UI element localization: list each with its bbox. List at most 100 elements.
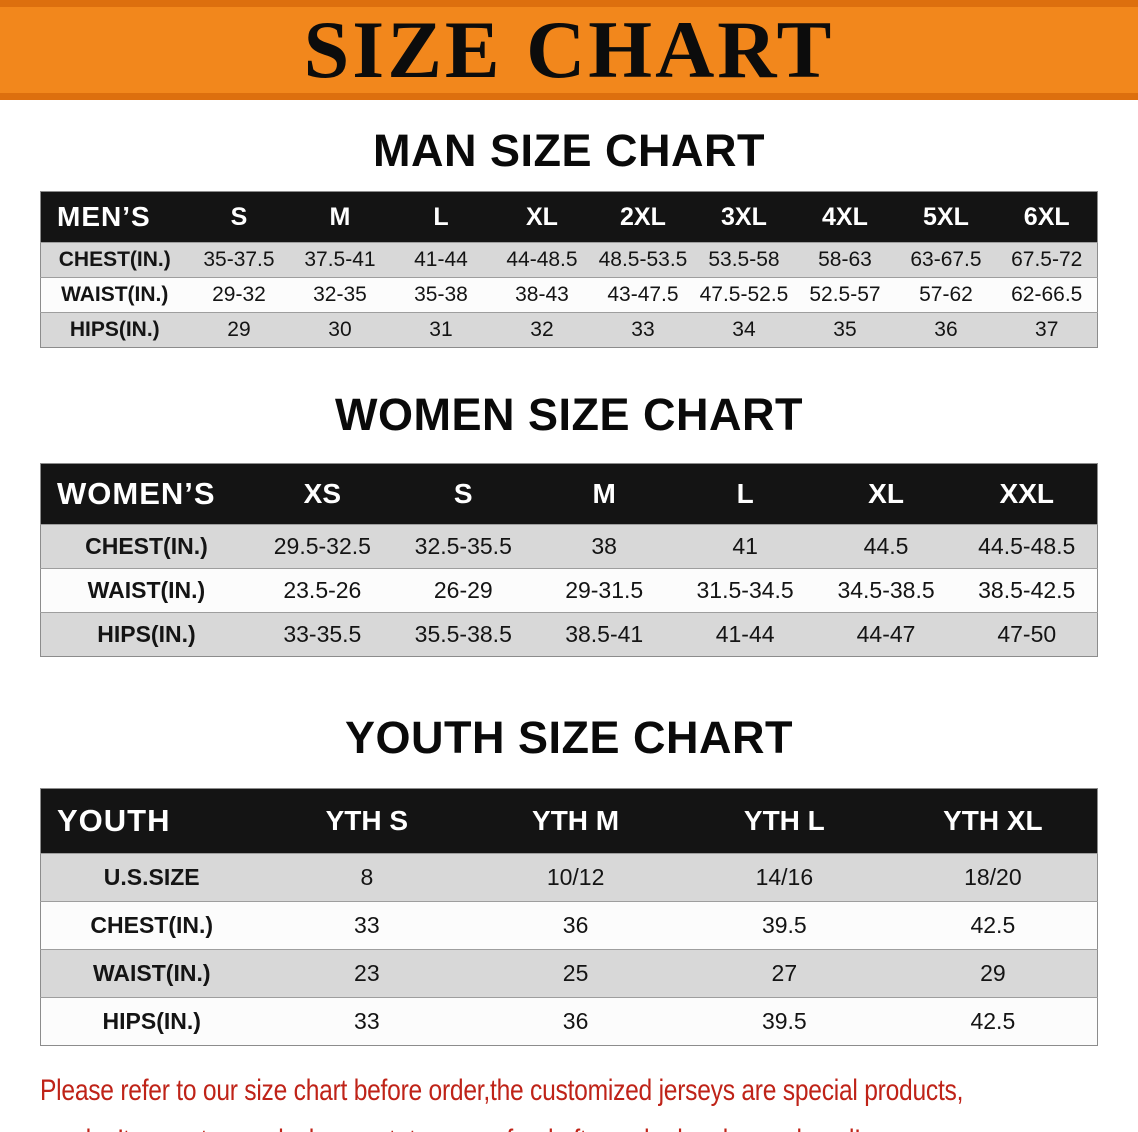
table-cell: 38 [533, 524, 675, 569]
page-title: SIZE CHART [303, 4, 835, 95]
row-label: CHEST(IN.) [40, 242, 189, 278]
row-label: CHEST(IN.) [40, 524, 252, 569]
table-cell: 36 [471, 997, 680, 1046]
column-header: L [674, 463, 816, 525]
table-cell: 44-47 [815, 612, 957, 657]
column-header: S [188, 191, 290, 243]
table-cell: 42.5 [888, 997, 1098, 1046]
table-cell: 31 [390, 312, 492, 348]
column-header: XS [251, 463, 393, 525]
table-cell: 47-50 [956, 612, 1098, 657]
table-cell: 33 [592, 312, 694, 348]
table-cell: 41-44 [390, 242, 492, 278]
men-size-table: MEN’S S M L XL 2XL 3XL 4XL 5XL 6XL CHEST(IN.) 35-37… [40, 191, 1098, 348]
table-cell: 32 [491, 312, 593, 348]
table-cell: 26-29 [392, 568, 534, 613]
women-section-title: WOMEN SIZE CHART [335, 389, 803, 440]
table-cell: 10/12 [471, 853, 680, 902]
table-header-row: WOMEN’S XS S M L XL XXL [40, 463, 1098, 525]
row-label: HIPS(IN.) [40, 612, 252, 657]
table-corner-label: MEN’S [40, 191, 189, 243]
table-cell: 23.5-26 [251, 568, 393, 613]
men-section-title: MAN SIZE CHART [373, 125, 765, 176]
table-row: WAIST(IN.) 23.5-26 26-29 29-31.5 31.5-34.5 34… [40, 568, 1098, 613]
table-cell: 47.5-52.5 [693, 277, 795, 313]
table-row: CHEST(IN.) 35-37.5 37.5-41 41-44 44-48.5 48.5… [40, 242, 1098, 278]
column-header: YTH S [262, 788, 472, 854]
table-row: CHEST(IN.) 33 36 39.5 42.5 [40, 901, 1098, 950]
table-corner-label: WOMEN’S [40, 463, 252, 525]
table-cell: 35-37.5 [188, 242, 290, 278]
row-label: HIPS(IN.) [40, 312, 189, 348]
column-header: 2XL [592, 191, 694, 243]
women-size-section: WOMEN SIZE CHART WOMEN’S XS S M L XL XXL CHEST(… [0, 348, 1138, 657]
table-cell: 29-31.5 [533, 568, 675, 613]
column-header: XL [491, 191, 593, 243]
column-header: L [390, 191, 492, 243]
table-cell: 39.5 [679, 901, 889, 950]
table-corner-label: YOUTH [40, 788, 263, 854]
table-row: WAIST(IN.) 23 25 27 29 [40, 949, 1098, 998]
youth-size-table: YOUTH YTH S YTH M YTH L YTH XL U.S.SIZE 8 10/12… [40, 788, 1098, 1046]
table-cell: 48.5-53.5 [592, 242, 694, 278]
table-cell: 35.5-38.5 [392, 612, 534, 657]
table-cell: 29 [188, 312, 290, 348]
table-cell: 33 [262, 901, 472, 950]
table-cell: 62-66.5 [996, 277, 1098, 313]
table-cell: 38.5-42.5 [956, 568, 1098, 613]
table-cell: 58-63 [794, 242, 896, 278]
column-header: 4XL [794, 191, 896, 243]
column-header: 5XL [895, 191, 997, 243]
column-header: YTH L [679, 788, 889, 854]
row-label: WAIST(IN.) [40, 949, 263, 998]
table-cell: 57-62 [895, 277, 997, 313]
table-cell: 32.5-35.5 [392, 524, 534, 569]
women-size-table: WOMEN’S XS S M L XL XXL CHEST(IN.) 29.5-32.5 32.5… [40, 463, 1098, 657]
men-size-section: MAN SIZE CHART MEN’S S M L XL 2XL 3XL 4XL 5XL 6XL… [0, 100, 1138, 348]
row-label: HIPS(IN.) [40, 997, 263, 1046]
table-row: WAIST(IN.) 29-32 32-35 35-38 38-43 43-47.5 47.… [40, 277, 1098, 313]
table-cell: 44-48.5 [491, 242, 593, 278]
table-cell: 27 [679, 949, 889, 998]
table-row: HIPS(IN.) 29 30 31 32 33 34 35 36 37 [40, 312, 1098, 348]
table-cell: 43-47.5 [592, 277, 694, 313]
table-cell: 29.5-32.5 [251, 524, 393, 569]
table-row: CHEST(IN.) 29.5-32.5 32.5-35.5 38 41 44.5 44.5… [40, 524, 1098, 569]
table-cell: 25 [471, 949, 680, 998]
disclaimer: Please refer to our size chart before or… [40, 1072, 1138, 1132]
table-cell: 29-32 [188, 277, 290, 313]
table-cell: 35 [794, 312, 896, 348]
table-cell: 34.5-38.5 [815, 568, 957, 613]
column-header: M [289, 191, 391, 243]
banner: SIZE CHART [0, 0, 1138, 100]
table-cell: 33 [262, 997, 472, 1046]
table-cell: 36 [895, 312, 997, 348]
table-cell: 32-35 [289, 277, 391, 313]
table-cell: 23 [262, 949, 472, 998]
row-label: U.S.SIZE [40, 853, 263, 902]
table-cell: 37 [996, 312, 1098, 348]
table-cell: 35-38 [390, 277, 492, 313]
table-cell: 67.5-72 [996, 242, 1098, 278]
table-cell: 30 [289, 312, 391, 348]
table-cell: 34 [693, 312, 795, 348]
table-cell: 52.5-57 [794, 277, 896, 313]
table-cell: 18/20 [888, 853, 1098, 902]
table-header-row: YOUTH YTH S YTH M YTH L YTH XL [40, 788, 1098, 854]
column-header: 3XL [693, 191, 795, 243]
table-cell: 39.5 [679, 997, 889, 1046]
table-cell: 41 [674, 524, 816, 569]
table-cell: 38.5-41 [533, 612, 675, 657]
table-cell: 33-35.5 [251, 612, 393, 657]
table-cell: 36 [471, 901, 680, 950]
table-cell: 29 [888, 949, 1098, 998]
table-cell: 31.5-34.5 [674, 568, 816, 613]
disclaimer-line-2: we don’t accept cancel, change, teturn o… [40, 1122, 940, 1132]
disclaimer-line-1: Please refer to our size chart before or… [40, 1074, 964, 1107]
column-header: YTH M [471, 788, 680, 854]
table-cell: 44.5 [815, 524, 957, 569]
table-row: HIPS(IN.) 33-35.5 35.5-38.5 38.5-41 41-44 44-… [40, 612, 1098, 657]
table-cell: 53.5-58 [693, 242, 795, 278]
column-header: M [533, 463, 675, 525]
